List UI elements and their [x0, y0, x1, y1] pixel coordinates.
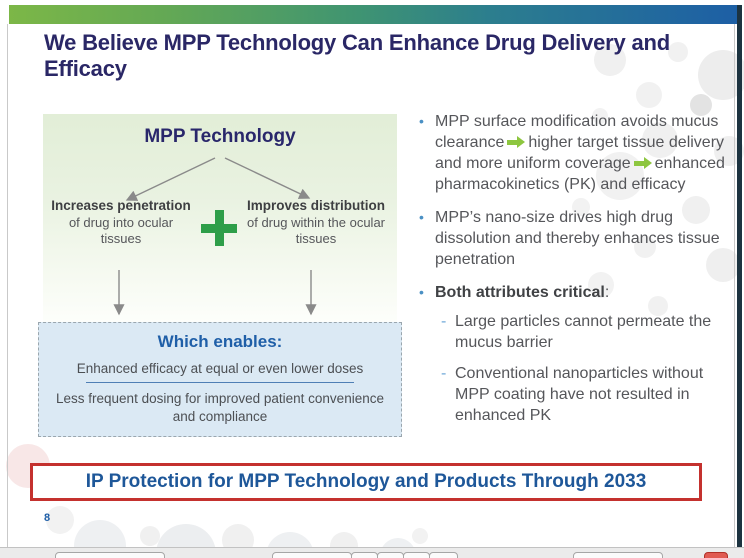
left-branch-bold: Increases penetration — [51, 198, 191, 213]
right-branch-rest: of drug within the ocular tissues — [246, 214, 386, 247]
decorative-circle — [636, 82, 662, 108]
toolbar-button[interactable] — [351, 552, 378, 558]
sub-bullet-2-text: Conventional nanoparticles without MPP c… — [455, 365, 704, 424]
decorative-circle — [648, 296, 668, 316]
bullet-marker: • — [419, 113, 424, 129]
green-right-arrow-icon — [507, 136, 526, 148]
bullet-3-suffix: : — [604, 284, 610, 301]
slide-left-border — [7, 24, 8, 547]
toolbar-button[interactable] — [377, 552, 404, 558]
toolbar-button[interactable] — [403, 552, 430, 558]
list-item: • MPP surface modification avoids mucus … — [419, 111, 733, 195]
which-enables-box: Which enables: Enhanced efficacy at equa… — [38, 322, 402, 437]
enables-benefit-1: Enhanced efficacy at equal or even lower… — [76, 361, 364, 376]
toolbar-close-button[interactable] — [704, 552, 728, 558]
decorative-circle — [46, 506, 74, 534]
decorative-circle — [682, 196, 710, 224]
bullet-list: • MPP surface modification avoids mucus … — [419, 111, 733, 436]
bullet-3-text: Both attributes critical: — [435, 282, 733, 303]
decorative-circle — [140, 526, 160, 546]
right-branch-text: Improves distribution of drug within the… — [243, 198, 389, 247]
enables-divider — [86, 382, 354, 383]
bullet-3-bold: Both attributes critical — [435, 284, 605, 301]
decorative-circle — [572, 198, 590, 216]
bullet-marker: • — [419, 284, 424, 300]
bullet-marker: • — [419, 209, 424, 225]
ip-protection-banner-text: IP Protection for MPP Technology and Pro… — [85, 471, 647, 492]
left-branch-text: Increases penetration of drug into ocula… — [51, 198, 191, 247]
mpp-technology-diagram-panel: MPP Technology Increases penetration of … — [43, 114, 397, 322]
right-branch-bold: Improves distribution — [246, 198, 385, 213]
toolbar-button[interactable] — [55, 552, 165, 558]
toolbar-button[interactable] — [429, 552, 458, 558]
slide-accent-gradient-bar — [9, 5, 737, 24]
decorative-circle — [690, 94, 712, 116]
toolbar-button[interactable] — [573, 552, 663, 558]
decorative-circle — [592, 108, 608, 124]
viewer-toolbar — [0, 547, 744, 558]
sub-list-item: - Conventional nanoparticles without MPP… — [441, 363, 733, 426]
bullet-1-part-3: enhanced pharmacokinetics (PK) and effic… — [435, 155, 725, 193]
decorative-circle — [588, 272, 614, 298]
green-right-arrow-icon — [633, 157, 652, 169]
decorative-circle — [594, 44, 626, 76]
slide-title: We Believe MPP Technology Can Enhance Dr… — [44, 30, 670, 81]
bullet-1-part-1: MPP surface modification avoids mucus cl… — [435, 113, 719, 151]
enables-heading: Which enables: — [157, 332, 283, 351]
sub-bullet-marker: - — [441, 313, 447, 330]
sub-list-item: - Large particles cannot permeate the mu… — [441, 311, 733, 353]
decorative-circle — [642, 122, 678, 158]
decorative-circle — [412, 528, 428, 544]
sub-bullet-marker: - — [441, 365, 447, 382]
enables-benefit-2: Less frequent dosing for improved patien… — [56, 391, 384, 424]
list-item: • Both attributes critical: — [419, 282, 733, 303]
list-item: • MPP’s nano-size drives high drug disso… — [419, 207, 733, 270]
window-edge — [737, 5, 742, 548]
toolbar-button[interactable] — [272, 552, 352, 558]
page-number: 8 — [44, 512, 51, 524]
plus-icon — [201, 210, 237, 246]
decorative-circle — [668, 42, 688, 62]
sub-bullet-1-text: Large particles cannot permeate the mucu… — [455, 313, 712, 351]
bullet-2-text: MPP’s nano-size drives high drug dissolu… — [435, 209, 720, 268]
ip-protection-banner: IP Protection for MPP Technology and Pro… — [30, 463, 702, 501]
left-branch-rest: of drug into ocular tissues — [68, 214, 174, 247]
slide-right-border — [734, 24, 735, 547]
bullet-1-text: MPP surface modification avoids mucus cl… — [435, 111, 733, 195]
decorative-circle — [634, 236, 656, 258]
decorative-circle — [596, 152, 644, 200]
diverging-arrows-icon — [113, 157, 317, 316]
bullet-1-part-2: higher target tissue delivery and more u… — [435, 134, 725, 172]
decorative-circle — [698, 50, 744, 100]
diagram-heading: MPP Technology — [144, 126, 296, 147]
